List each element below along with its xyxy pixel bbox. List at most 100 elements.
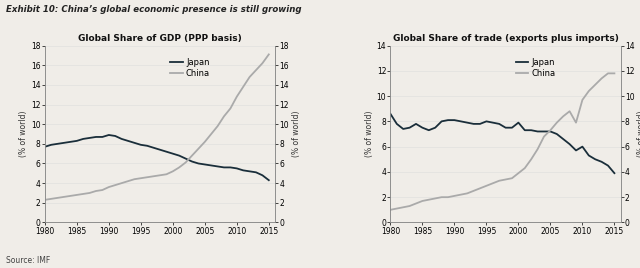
Japan (476, 122, 484, 125)
Japan (265, 178, 273, 182)
China (201, 140, 209, 143)
China (399, 206, 407, 209)
China (67, 194, 74, 198)
China (92, 189, 100, 193)
China (444, 196, 452, 199)
Japan (79, 137, 87, 140)
Japan (387, 112, 394, 116)
China (585, 90, 593, 93)
Japan (540, 130, 548, 133)
China (572, 121, 580, 124)
Line: China: China (45, 54, 269, 200)
Legend: Japan, China: Japan, China (167, 55, 213, 81)
China (412, 202, 420, 205)
Japan (163, 150, 170, 153)
Japan (246, 170, 253, 173)
Japan (598, 160, 605, 163)
Japan (527, 129, 535, 132)
China (502, 178, 509, 181)
Title: Global Share of trade (exports plus imports): Global Share of trade (exports plus impo… (393, 34, 618, 43)
Japan (111, 134, 119, 137)
China (463, 192, 471, 195)
China (99, 188, 106, 192)
Y-axis label: (% of world): (% of world) (292, 111, 301, 157)
Japan (143, 144, 151, 147)
Japan (188, 160, 196, 163)
China (227, 107, 234, 110)
China (124, 180, 132, 183)
China (508, 177, 516, 180)
Japan (252, 171, 260, 174)
China (540, 135, 548, 138)
China (220, 115, 228, 118)
China (143, 176, 151, 179)
China (495, 179, 503, 182)
Japan (489, 121, 497, 124)
China (175, 166, 183, 169)
China (169, 170, 177, 173)
Japan (451, 118, 458, 122)
Japan (534, 130, 541, 133)
China (566, 110, 573, 113)
Japan (150, 146, 157, 149)
Japan (463, 121, 471, 124)
Japan (124, 139, 132, 143)
Line: Japan: Japan (45, 135, 269, 180)
China (457, 193, 465, 196)
China (393, 207, 401, 210)
Text: Exhibit 10: China’s global economic presence is still growing: Exhibit 10: China’s global economic pres… (6, 5, 302, 14)
Japan (195, 162, 202, 165)
Japan (553, 132, 561, 136)
China (207, 132, 215, 136)
China (188, 154, 196, 157)
Japan (399, 127, 407, 131)
Japan (201, 163, 209, 166)
Japan (207, 164, 215, 167)
Japan (182, 157, 189, 160)
China (425, 198, 433, 201)
China (150, 175, 157, 178)
Japan (393, 122, 401, 125)
China (553, 121, 561, 124)
Japan (566, 143, 573, 146)
China (239, 85, 247, 88)
Japan (438, 120, 445, 123)
Japan (572, 149, 580, 152)
China (611, 72, 618, 75)
Japan (118, 137, 125, 140)
China (470, 189, 477, 192)
China (521, 166, 529, 170)
China (604, 72, 612, 75)
China (591, 83, 599, 86)
China (111, 184, 119, 187)
Japan (412, 122, 420, 125)
China (527, 158, 535, 161)
China (47, 197, 55, 200)
China (137, 177, 145, 180)
China (73, 193, 81, 196)
China (246, 75, 253, 79)
Japan (73, 139, 81, 143)
China (438, 196, 445, 199)
China (406, 204, 413, 208)
Japan (559, 137, 567, 141)
Japan (259, 174, 266, 177)
Japan (214, 165, 221, 168)
China (131, 178, 138, 181)
Japan (470, 122, 477, 125)
Japan (547, 130, 554, 133)
Japan (508, 126, 516, 129)
Japan (444, 118, 452, 122)
Japan (92, 135, 100, 139)
Japan (227, 166, 234, 169)
China (451, 194, 458, 198)
Title: Global Share of GDP (PPP basis): Global Share of GDP (PPP basis) (78, 34, 242, 43)
Japan (60, 141, 68, 144)
Japan (502, 126, 509, 129)
Japan (41, 145, 49, 148)
China (579, 98, 586, 102)
Japan (604, 164, 612, 167)
China (233, 95, 241, 98)
Japan (611, 172, 618, 175)
China (60, 195, 68, 199)
